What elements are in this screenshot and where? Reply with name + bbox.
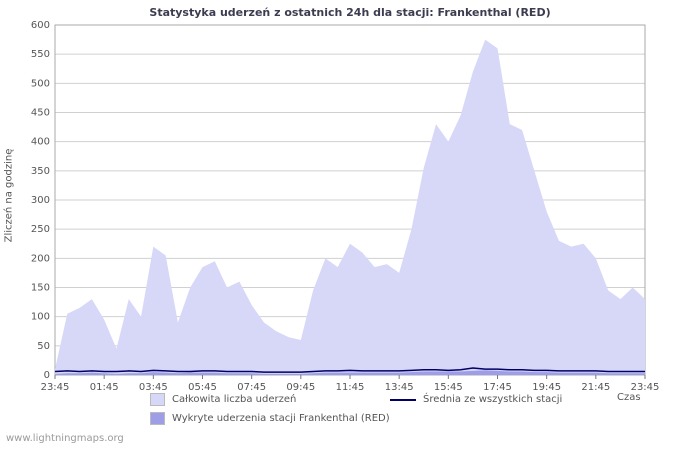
svg-text:250: 250 bbox=[31, 224, 50, 235]
legend-label-total: Całkowita liczba uderzeń bbox=[172, 394, 297, 405]
svg-text:550: 550 bbox=[31, 49, 50, 60]
chart-title: Statystyka uderzeń z ostatnich 24h dla s… bbox=[149, 6, 551, 19]
svg-text:15:45: 15:45 bbox=[434, 382, 463, 393]
svg-text:13:45: 13:45 bbox=[385, 382, 414, 393]
svg-text:23:45: 23:45 bbox=[631, 382, 660, 393]
svg-text:300: 300 bbox=[31, 195, 50, 206]
svg-text:21:45: 21:45 bbox=[581, 382, 610, 393]
station-strikes-swatch bbox=[150, 412, 165, 425]
svg-text:100: 100 bbox=[31, 312, 50, 323]
svg-text:03:45: 03:45 bbox=[139, 382, 168, 393]
svg-text:450: 450 bbox=[31, 108, 50, 119]
svg-text:23:45: 23:45 bbox=[41, 382, 70, 393]
svg-text:200: 200 bbox=[31, 253, 50, 264]
average-line-swatch bbox=[390, 398, 416, 401]
svg-text:50: 50 bbox=[37, 341, 50, 352]
svg-text:17:45: 17:45 bbox=[483, 382, 512, 393]
watermark-link[interactable]: www.lightningmaps.org bbox=[6, 433, 124, 444]
svg-text:600: 600 bbox=[31, 20, 50, 31]
svg-text:400: 400 bbox=[31, 137, 50, 148]
svg-text:150: 150 bbox=[31, 283, 50, 294]
x-axis-label: Czas bbox=[617, 392, 641, 403]
svg-text:350: 350 bbox=[31, 166, 50, 177]
legend-item-station: Wykryte uderzenia stacji Frankenthal (RE… bbox=[150, 412, 390, 425]
chart-legend: Całkowita liczba uderzeń Średnia ze wszy… bbox=[150, 390, 630, 428]
svg-text:07:45: 07:45 bbox=[237, 382, 266, 393]
legend-label-average: Średnia ze wszystkich stacji bbox=[423, 394, 563, 405]
svg-text:11:45: 11:45 bbox=[336, 382, 365, 393]
legend-item-total: Całkowita liczba uderzeń bbox=[150, 393, 390, 406]
svg-text:01:45: 01:45 bbox=[90, 382, 119, 393]
legend-item-average: Średnia ze wszystkich stacji bbox=[390, 394, 562, 405]
svg-text:19:45: 19:45 bbox=[532, 382, 561, 393]
svg-text:0: 0 bbox=[44, 370, 50, 381]
svg-text:500: 500 bbox=[31, 78, 50, 89]
svg-text:05:45: 05:45 bbox=[188, 382, 217, 393]
total-strikes-swatch bbox=[150, 393, 165, 406]
legend-label-station: Wykryte uderzenia stacji Frankenthal (RE… bbox=[172, 413, 390, 424]
svg-text:09:45: 09:45 bbox=[286, 382, 315, 393]
